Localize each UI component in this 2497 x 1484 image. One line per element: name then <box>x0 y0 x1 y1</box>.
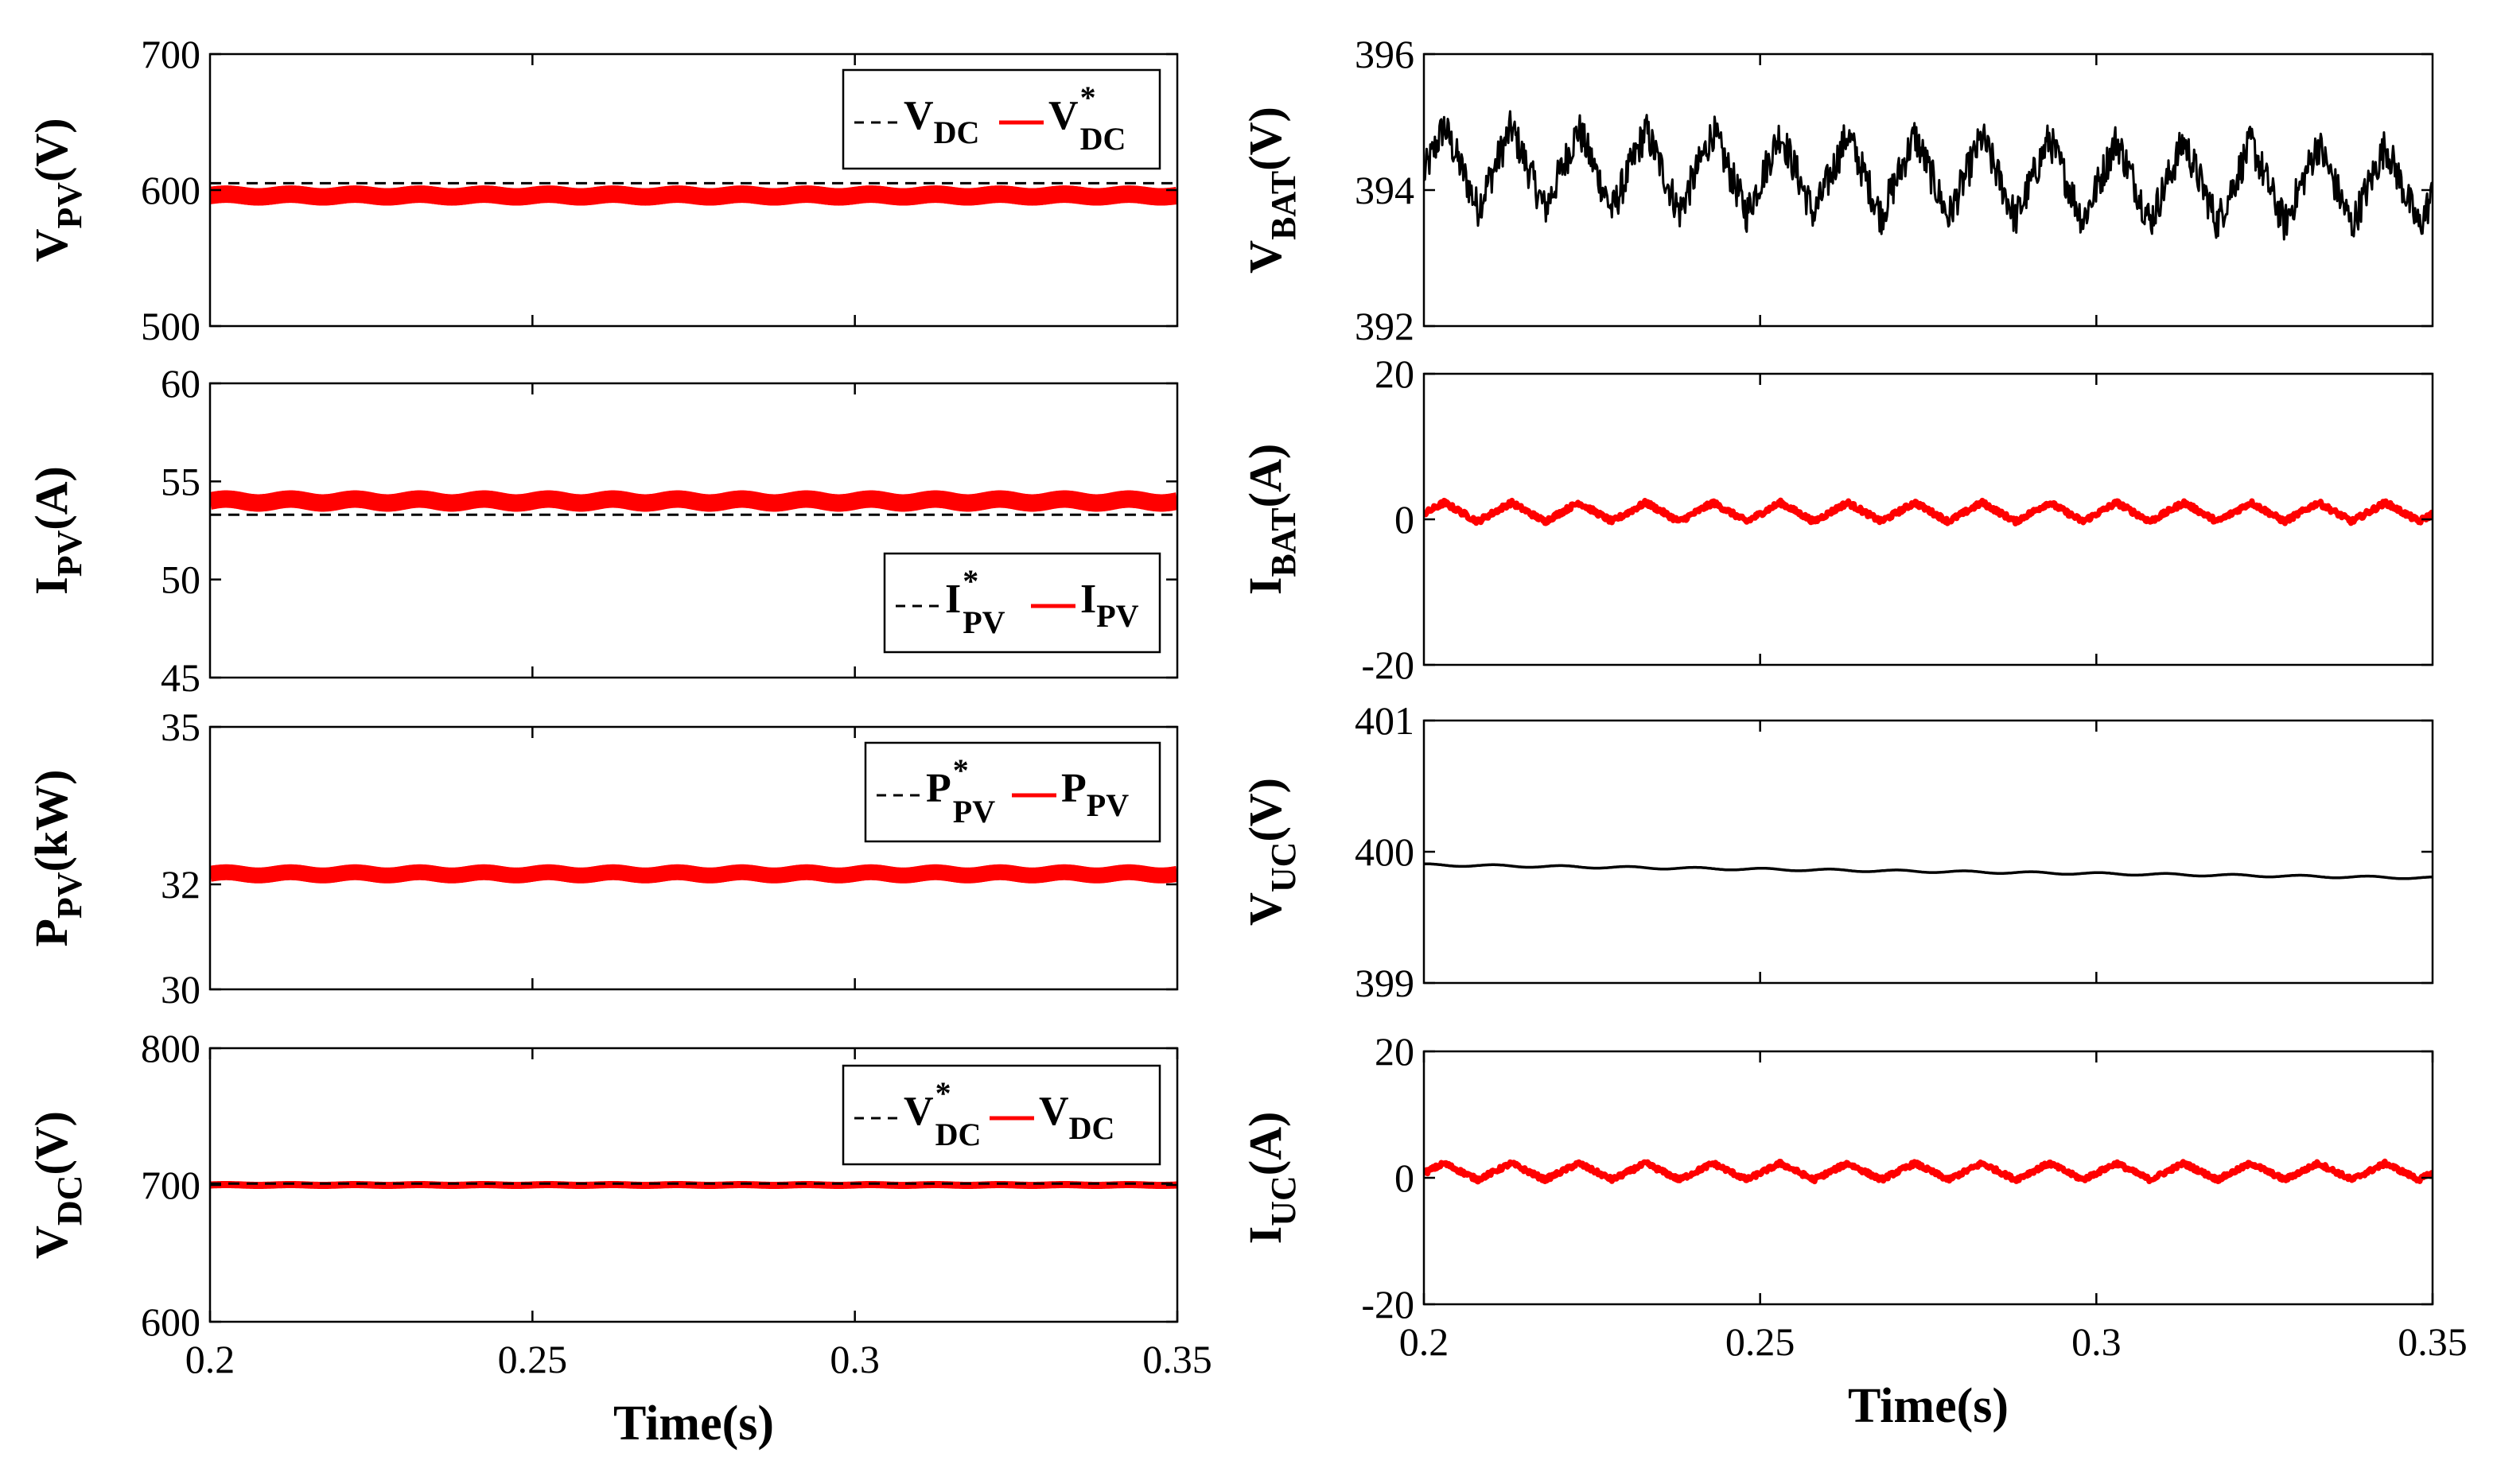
xtick-label: 0.25 <box>1725 1319 1795 1364</box>
plot-frame-p2 <box>208 382 1179 679</box>
series-line-p6-0 <box>1424 497 2433 526</box>
xtick-label: 0.35 <box>2398 1319 2468 1364</box>
y-axis-label: IUC(A) <box>1239 1112 1303 1245</box>
panel-p8: -20 0 20 0.2 0.25 0.3 0.35 Time(s) IUC(A) <box>1239 1029 2468 1433</box>
ytick-label: 399 <box>1355 961 1414 1005</box>
xtick-label: 0.2 <box>185 1337 235 1381</box>
ytick-label: 700 <box>141 32 200 76</box>
series-line-p1-1 <box>210 185 1177 206</box>
ytick-label: 600 <box>141 168 200 212</box>
series-line-p2-1 <box>210 490 1177 512</box>
legend-p2: I* PV IPV <box>883 552 1161 654</box>
legend-box <box>883 552 1161 654</box>
panel-p2: 45 50 55 60 IPV(A) I* PV IPV <box>25 361 1179 700</box>
ytick-label: -20 <box>1361 643 1414 687</box>
ytick-label: 32 <box>161 862 200 907</box>
y-axis-label: VUC(V) <box>1239 778 1303 926</box>
y-axis-label: IPV(A) <box>25 466 89 595</box>
plot-frame-p3 <box>208 725 1179 991</box>
legend-box <box>864 741 1161 843</box>
xtick-label: 0.3 <box>830 1337 880 1381</box>
panel-p5: 392 394 396 VBAT(V) <box>1239 32 2434 348</box>
legend-p3: P* PV PPV <box>864 741 1161 843</box>
ytick-label: 392 <box>1355 304 1414 348</box>
xtick-label: 0.35 <box>1142 1337 1212 1381</box>
legend-entry-label: IPV <box>1080 577 1139 634</box>
panel-p7: 399 400 401 VUC(V) <box>1239 698 2434 1005</box>
ytick-label: 0 <box>1394 1156 1414 1200</box>
x-axis-label: Time(s) <box>613 1397 774 1451</box>
ytick-label: 45 <box>161 655 200 700</box>
legend-entry-label: V* DC <box>1048 80 1126 157</box>
ytick-label: 394 <box>1355 168 1414 212</box>
ytick-label: 500 <box>141 304 200 348</box>
series-line-p8-0 <box>1424 1158 2433 1185</box>
ytick-label: -20 <box>1361 1282 1414 1327</box>
series-line-p4-0 <box>210 1181 1177 1189</box>
legend-box <box>842 68 1161 170</box>
legend-entry-label: VDC <box>904 93 979 150</box>
ytick-label: 600 <box>141 1299 200 1344</box>
legend-box <box>842 1064 1161 1166</box>
ytick-label: 35 <box>161 705 200 749</box>
ytick-label: 0 <box>1394 497 1414 542</box>
ytick-label: 396 <box>1355 32 1414 76</box>
ytick-label: 60 <box>161 361 200 406</box>
legend-entry-label: I* PV <box>945 563 1005 640</box>
series-line-p5-0 <box>1424 110 2433 241</box>
panel-p6: -20 0 20 IBAT(A) <box>1239 352 2434 687</box>
legend-entry-label: V* DC <box>904 1075 981 1152</box>
y-axis-label: PPV(kW) <box>25 770 89 947</box>
legend-entry-label: VDC <box>1039 1089 1114 1146</box>
ytick-label: 55 <box>161 459 200 503</box>
panel-p1: 500 600 700 VPV(V) VDC V* DC <box>25 32 1179 348</box>
ytick-label: 20 <box>1375 1029 1414 1074</box>
series-line-p3-1 <box>210 864 1177 884</box>
y-axis-label: VDC(V) <box>25 1111 89 1259</box>
legend-p1: VDC V* DC <box>842 68 1161 170</box>
ytick-label: 800 <box>141 1026 200 1070</box>
series-line-p7-0 <box>1424 862 2433 880</box>
ytick-label: 700 <box>141 1163 200 1207</box>
ytick-label: 400 <box>1355 829 1414 874</box>
xtick-label: 0.25 <box>498 1337 568 1381</box>
panel-p4: 600 700 800 0.2 0.25 0.3 0.35 Time(s) VDC(V) V* DC… <box>25 1026 1212 1451</box>
xtick-label: 0.2 <box>1399 1319 1449 1364</box>
legend-entry-label: P* PV <box>926 752 995 829</box>
ytick-label: 20 <box>1375 352 1414 396</box>
ytick-label: 30 <box>161 967 200 1012</box>
ytick-label: 50 <box>161 557 200 602</box>
x-axis-label: Time(s) <box>1848 1379 2009 1433</box>
ytick-label: 401 <box>1355 698 1414 743</box>
xtick-label: 0.3 <box>2071 1319 2122 1364</box>
legend-p4: V* DC VDC <box>842 1064 1161 1166</box>
y-axis-label: VPV(V) <box>25 118 89 262</box>
y-axis-label: IBAT(A) <box>1239 444 1303 595</box>
panel-p3: 30 32 35 PPV(kW) P* PV PPV <box>25 705 1179 1012</box>
legend-entry-label: PPV <box>1061 766 1129 823</box>
y-axis-label: VBAT(V) <box>1239 107 1303 274</box>
